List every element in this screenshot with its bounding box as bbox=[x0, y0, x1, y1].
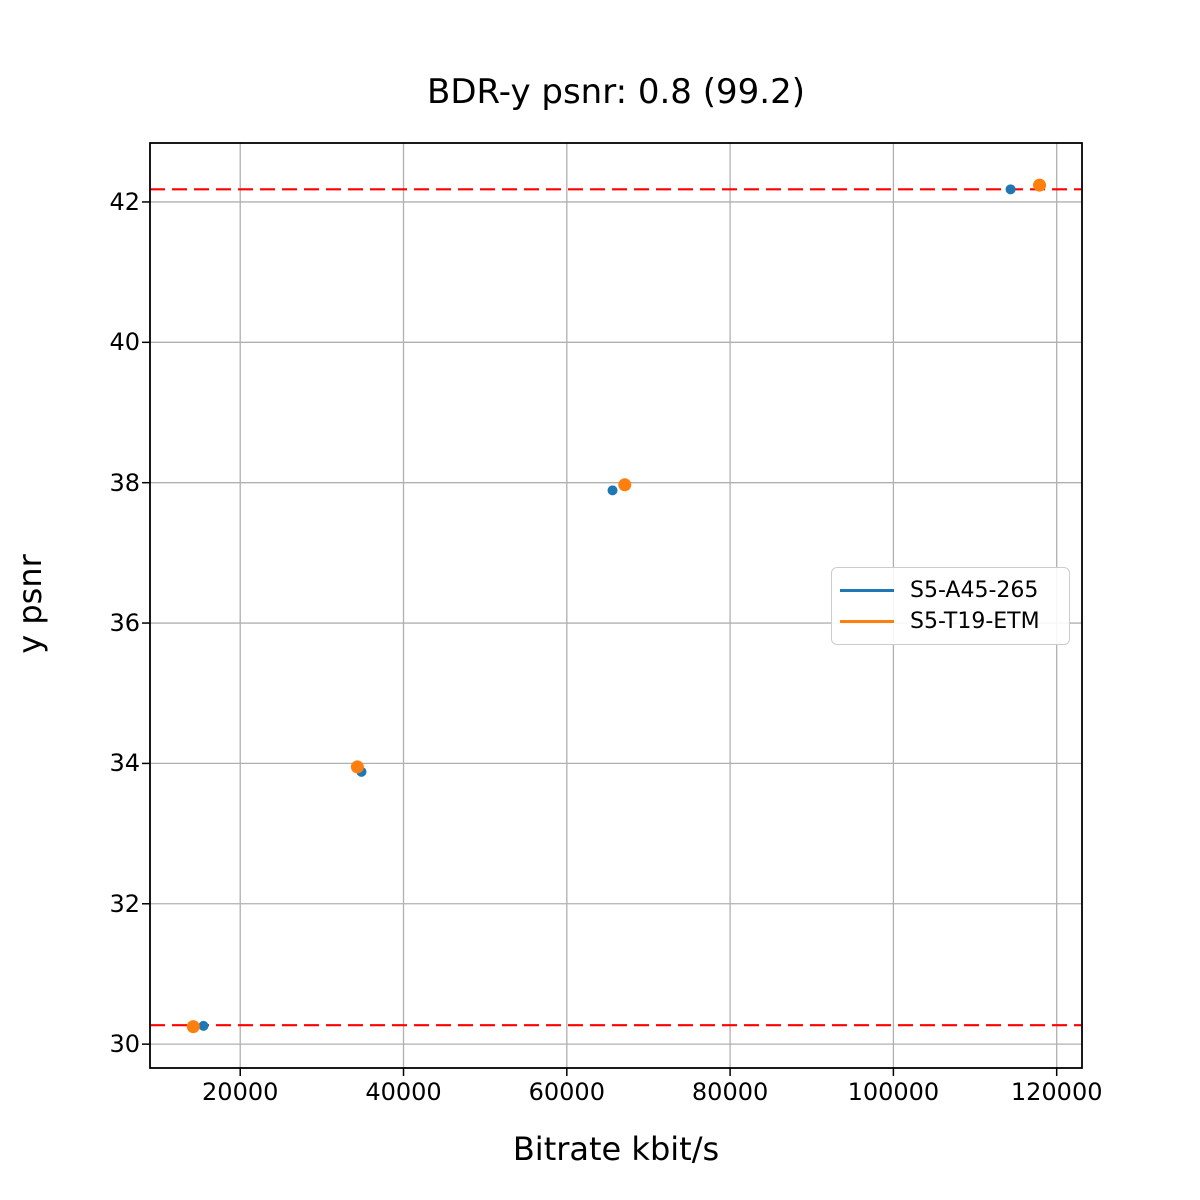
data-point-marker bbox=[198, 1020, 209, 1031]
y-tick-label: 42 bbox=[109, 187, 140, 216]
data-point-marker bbox=[607, 485, 618, 496]
data-point-marker bbox=[1033, 178, 1047, 192]
y-tick-label: 30 bbox=[109, 1030, 140, 1059]
legend-item-label: S5-T19-ETM bbox=[910, 609, 1040, 634]
data-point-marker bbox=[618, 478, 632, 492]
legend-line-sample bbox=[840, 620, 894, 623]
y-tick-label: 36 bbox=[109, 609, 140, 638]
data-point-marker bbox=[186, 1020, 200, 1034]
y-tick-label: 34 bbox=[109, 749, 140, 778]
legend-item: S5-A45-265 bbox=[840, 578, 1061, 603]
data-point-marker bbox=[1005, 184, 1016, 195]
x-tick-label: 100000 bbox=[847, 1078, 940, 1106]
legend: S5-A45-265 S5-T19-ETM bbox=[831, 567, 1070, 645]
axis-spine bbox=[149, 142, 1083, 1069]
x-tick-label: 20000 bbox=[202, 1078, 279, 1106]
y-tick-label: 40 bbox=[109, 328, 140, 357]
x-axis-label: Bitrate kbit/s bbox=[512, 1130, 720, 1168]
y-axis-label: y psnr bbox=[11, 554, 49, 654]
legend-line-sample bbox=[840, 589, 894, 592]
legend-item: S5-T19-ETM bbox=[840, 609, 1061, 634]
chart-title: BDR-y psnr: 0.8 (99.2) bbox=[427, 72, 805, 112]
y-tick-label: 32 bbox=[109, 889, 140, 918]
x-tick-label: 40000 bbox=[365, 1078, 442, 1106]
x-tick-label: 120000 bbox=[1010, 1078, 1103, 1106]
x-tick-label: 80000 bbox=[691, 1078, 769, 1106]
y-tick-label: 38 bbox=[109, 468, 140, 497]
data-point-marker bbox=[350, 760, 364, 774]
legend-item-label: S5-A45-265 bbox=[910, 578, 1039, 603]
x-tick-label: 60000 bbox=[528, 1078, 605, 1106]
